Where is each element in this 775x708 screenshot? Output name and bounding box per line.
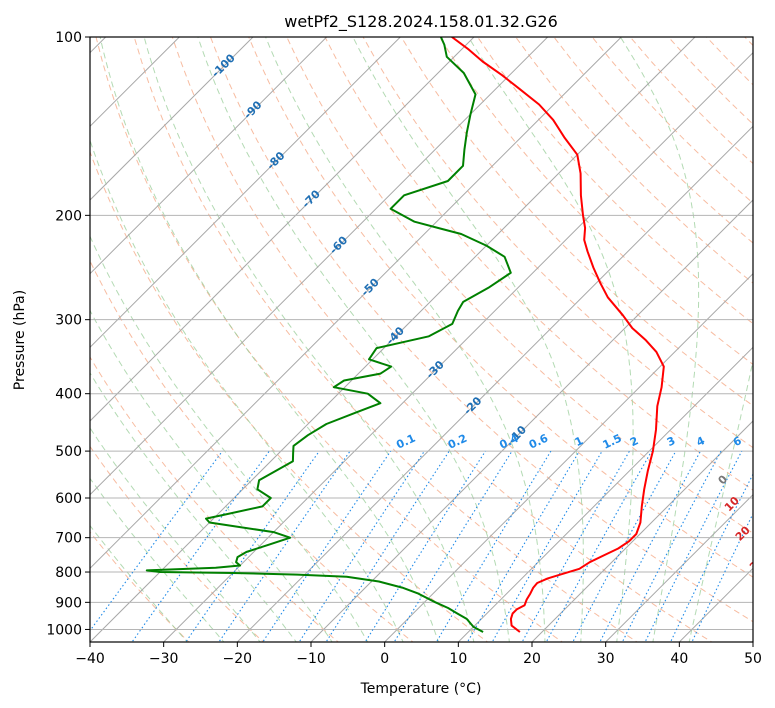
dry-adiabat xyxy=(90,259,414,642)
y-tick-label: 1000 xyxy=(46,622,82,638)
isotherm xyxy=(90,37,622,570)
isotherm xyxy=(310,199,753,642)
plot-area xyxy=(90,37,753,642)
y-tick-label: 100 xyxy=(55,30,82,46)
x-tick-label: 10 xyxy=(449,651,467,667)
mixing-ratio-line xyxy=(621,450,722,642)
mixing-ratio-line xyxy=(572,450,677,642)
isotherm xyxy=(384,272,753,642)
profile-line xyxy=(451,37,665,633)
y-tick-label: 700 xyxy=(55,531,82,547)
isotherm xyxy=(457,346,753,642)
plot-frame xyxy=(89,36,754,643)
mixing-ratio-line xyxy=(90,450,223,632)
mixing-ratio-line xyxy=(364,450,486,642)
isotherm xyxy=(90,37,696,642)
y-tick-label: 300 xyxy=(55,313,82,329)
y-tick-label: 800 xyxy=(55,565,82,581)
x-tick-label: −10 xyxy=(296,651,326,667)
profile-line xyxy=(145,37,512,633)
x-tick-label: 40 xyxy=(670,651,688,667)
isotherm xyxy=(90,37,549,496)
y-tick-label: 500 xyxy=(55,444,82,460)
isotherm xyxy=(163,51,753,642)
dry-adiabat xyxy=(248,37,753,578)
x-tick-label: 20 xyxy=(523,651,541,667)
isotherm xyxy=(90,37,328,275)
isotherm xyxy=(90,37,254,201)
dry-adiabat xyxy=(477,37,753,325)
mixing-ratio-line xyxy=(599,450,701,642)
isotherm xyxy=(605,493,753,642)
y-tick-label: 900 xyxy=(55,595,82,611)
mixing-ratio-line xyxy=(466,450,580,642)
y-tick-label: 600 xyxy=(55,491,82,507)
dry-adiabat xyxy=(324,37,753,491)
x-tick-label: 50 xyxy=(744,651,762,667)
x-tick-label: −40 xyxy=(75,651,105,667)
axes: −40 −30 −20 −10 0 10 20 30 40 50 100 200 300 400 500 60… xyxy=(46,30,762,667)
dry-adiabat xyxy=(400,37,753,407)
isotherm xyxy=(531,420,753,642)
dry-adiabat xyxy=(286,37,753,534)
y-tick-label: 400 xyxy=(55,387,82,403)
mixing-ratio-line xyxy=(131,450,270,642)
mixing-ratio-line xyxy=(298,450,425,642)
profile-lines xyxy=(145,37,665,633)
y-tick-label: 200 xyxy=(55,208,82,224)
y-axis-title: Pressure (hPa) xyxy=(12,290,28,390)
isotherm xyxy=(90,37,475,422)
mixing-ratio-line xyxy=(393,450,513,642)
moist-adiabat xyxy=(90,235,369,642)
chart-title: wetPf2_S128.2024.158.01.32.G26 xyxy=(284,12,558,32)
dry-adiabat xyxy=(362,37,753,449)
dry-adiabat xyxy=(438,37,753,366)
x-tick-label: −30 xyxy=(149,651,179,667)
x-tick-label: 30 xyxy=(597,651,615,667)
isotherm xyxy=(90,37,401,349)
mixing-ratio-line xyxy=(218,450,351,642)
mixing-ratio-line xyxy=(325,450,450,642)
x-tick-label: 0 xyxy=(380,651,389,667)
x-tick-label: −20 xyxy=(223,651,253,667)
adiabat-label: 30 xyxy=(747,553,767,573)
mixing-ratio-line xyxy=(262,450,392,642)
isotherm xyxy=(236,125,753,642)
x-axis-title: Temperature (°C) xyxy=(360,681,482,697)
